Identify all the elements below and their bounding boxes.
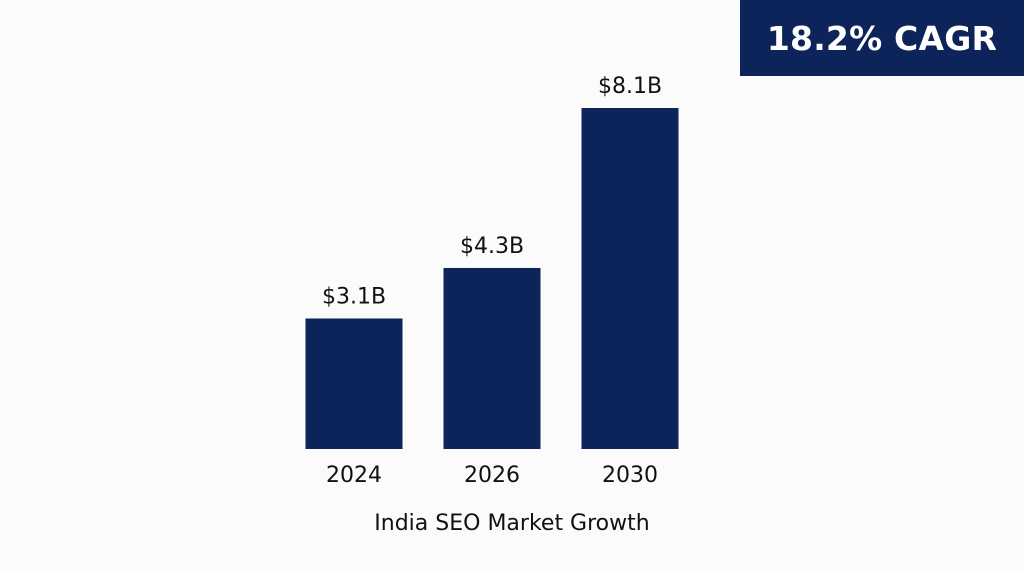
value-label-2030: $8.1B: [598, 74, 662, 99]
bar-2026: [443, 267, 541, 449]
x-tick-label-2026: 2026: [464, 463, 520, 488]
cagr-text: 18.2% CAGR: [766, 18, 998, 58]
cagr-badge: 18.2% CAGR: [740, 0, 1024, 76]
x-tick-label-2030: 2030: [602, 463, 658, 488]
bar-2024: [305, 318, 403, 449]
x-tick-label-2024: 2024: [326, 463, 382, 488]
chart-title: India SEO Market Growth: [374, 511, 650, 536]
bar-2030: [581, 108, 679, 449]
value-label-2024: $3.1B: [322, 284, 386, 309]
value-label-2026: $4.3B: [460, 234, 524, 259]
